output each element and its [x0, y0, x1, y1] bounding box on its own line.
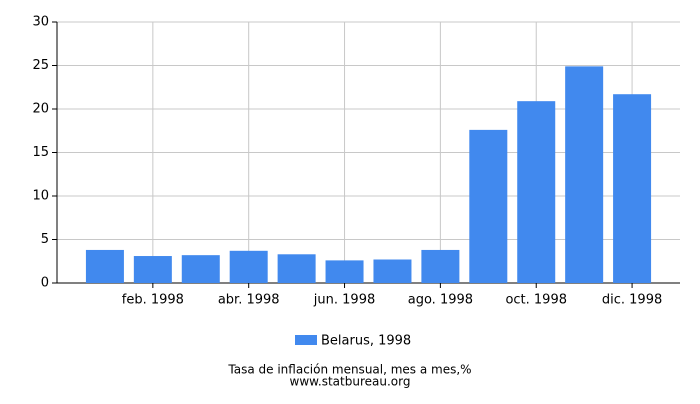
x-tick-label: oct. 1998 — [505, 293, 567, 308]
legend-swatch — [295, 335, 317, 345]
y-tick-label: 30 — [32, 15, 49, 30]
bar — [277, 254, 316, 283]
bar — [421, 249, 460, 283]
bar — [229, 250, 268, 283]
bar — [373, 259, 412, 283]
x-tick-label: jun. 1998 — [313, 293, 375, 308]
bar — [133, 256, 172, 283]
y-tick-label: 25 — [32, 58, 49, 73]
bar — [85, 249, 124, 283]
x-tick-label: feb. 1998 — [122, 293, 184, 308]
bar — [325, 260, 364, 283]
chart-source: www.statbureau.org — [290, 375, 411, 389]
bar — [565, 66, 604, 284]
x-tick-label: ago. 1998 — [408, 293, 473, 308]
x-tick-label: dic. 1998 — [602, 293, 662, 308]
y-tick-label: 0 — [41, 276, 49, 291]
chart-title: Tasa de inflación mensual, mes a mes,% — [227, 363, 471, 377]
y-tick-label: 20 — [32, 102, 49, 117]
y-tick-label: 10 — [32, 189, 49, 204]
bar — [613, 94, 652, 284]
bar — [469, 129, 508, 283]
y-tick-label: 15 — [32, 145, 49, 160]
legend-label: Belarus, 1998 — [321, 334, 411, 349]
y-tick-label: 5 — [41, 232, 49, 247]
bar — [517, 101, 556, 283]
bar — [181, 255, 220, 283]
x-tick-label: abr. 1998 — [218, 293, 280, 308]
